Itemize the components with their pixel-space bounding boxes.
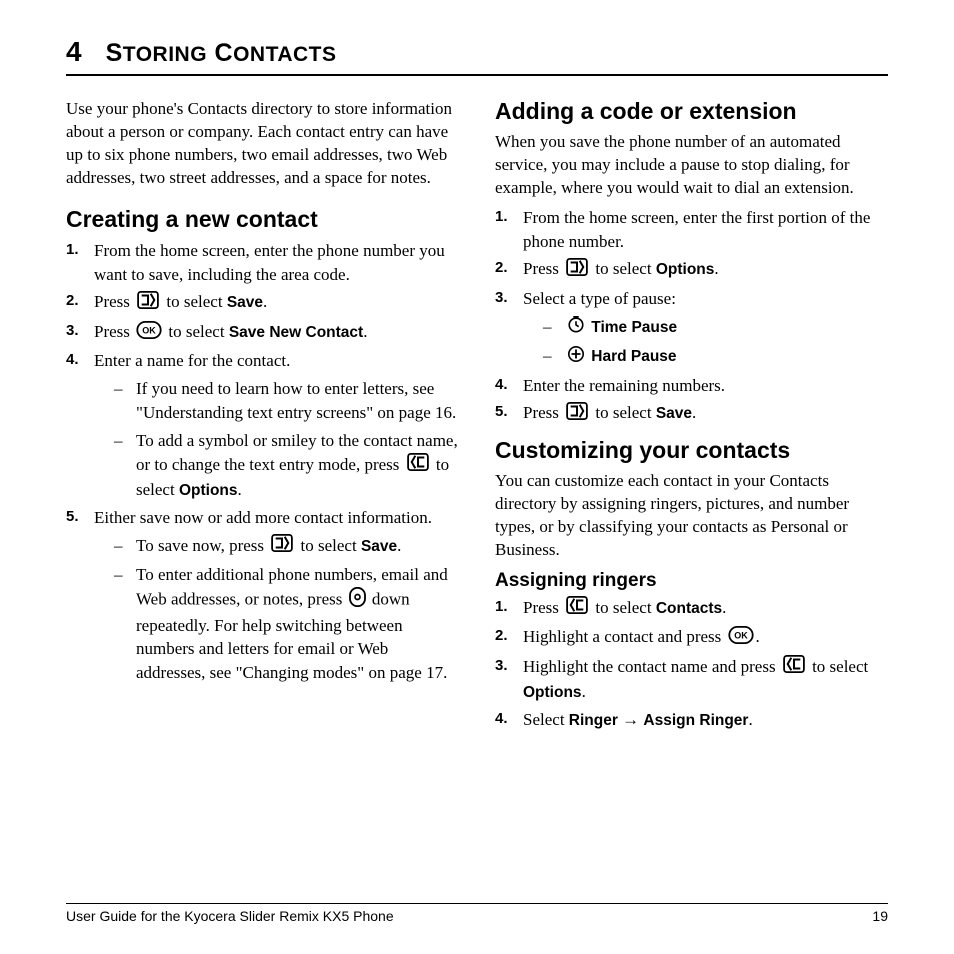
contacts-label: Contacts bbox=[656, 600, 722, 617]
options-label: Options bbox=[523, 684, 582, 701]
left-column: Use your phone's Contacts directory to s… bbox=[66, 98, 459, 736]
page-footer: User Guide for the Kyocera Slider Remix … bbox=[66, 903, 888, 924]
step-4-sub2: To add a symbol or smiley to the contact… bbox=[114, 429, 459, 502]
customizing-intro: You can customize each contact in your C… bbox=[495, 470, 888, 562]
chapter-title: STORING CONTACTS bbox=[106, 39, 337, 68]
step-4-sublist: If you need to learn how to enter letter… bbox=[94, 377, 459, 502]
page-number: 19 bbox=[872, 908, 888, 924]
step-5: Either save now or add more contact info… bbox=[66, 506, 459, 685]
nav-key-icon bbox=[349, 587, 366, 614]
add-step-5: Press to select Save. bbox=[495, 401, 888, 426]
right-softkey-icon bbox=[136, 291, 160, 316]
right-softkey-icon bbox=[270, 534, 294, 559]
chapter-header: 4 STORING CONTACTS bbox=[66, 36, 888, 76]
create-contact-steps: From the home screen, enter the phone nu… bbox=[66, 239, 459, 685]
left-softkey-icon bbox=[782, 655, 806, 680]
ringer-step-2: Highlight a contact and press . bbox=[495, 625, 888, 650]
right-softkey-icon bbox=[565, 402, 589, 427]
chapter-number: 4 bbox=[66, 36, 82, 68]
time-pause-icon bbox=[567, 315, 585, 340]
add-step-4: Enter the remaining numbers. bbox=[495, 374, 888, 398]
hard-pause-item: Hard Pause bbox=[543, 344, 888, 369]
right-column: Adding a code or extension When you save… bbox=[495, 98, 888, 736]
step-4-sub1: If you need to learn how to enter letter… bbox=[114, 377, 459, 425]
ringers-steps: Press to select Contacts. Highlight a co… bbox=[495, 596, 888, 732]
content-columns: Use your phone's Contacts directory to s… bbox=[66, 98, 888, 736]
time-pause-item: Time Pause bbox=[543, 315, 888, 340]
hard-pause-icon bbox=[567, 345, 585, 370]
right-softkey-icon bbox=[565, 258, 589, 283]
step-5-sub2: To enter additional phone numbers, email… bbox=[114, 563, 459, 685]
add-step-3: Select a type of pause: Time Pause Hard … bbox=[495, 287, 888, 370]
options-label: Options bbox=[656, 261, 715, 278]
pause-types: Time Pause Hard Pause bbox=[523, 315, 888, 370]
ringer-step-3: Highlight the contact name and press to … bbox=[495, 655, 888, 704]
assign-ringer-label: Assign Ringer bbox=[643, 712, 748, 729]
step-1: From the home screen, enter the phone nu… bbox=[66, 239, 459, 287]
heading-assigning-ringers: Assigning ringers bbox=[495, 570, 888, 592]
options-label: Options bbox=[179, 482, 238, 499]
step-3: Press to select Save New Contact. bbox=[66, 320, 459, 345]
heading-creating-contact: Creating a new contact bbox=[66, 206, 459, 233]
intro-text: Use your phone's Contacts directory to s… bbox=[66, 98, 459, 190]
save-label: Save bbox=[361, 538, 397, 555]
left-softkey-icon bbox=[406, 453, 430, 478]
save-label: Save bbox=[656, 405, 692, 422]
step-2: Press to select Save. bbox=[66, 290, 459, 315]
heading-customizing: Customizing your contacts bbox=[495, 437, 888, 464]
add-step-2: Press to select Options. bbox=[495, 257, 888, 282]
add-step-1: From the home screen, enter the first po… bbox=[495, 206, 888, 254]
ringer-label: Ringer bbox=[569, 712, 618, 729]
ok-key-icon bbox=[136, 321, 162, 346]
save-new-contact-label: Save New Contact bbox=[229, 324, 363, 341]
step-5-sub1: To save now, press to select Save. bbox=[114, 534, 459, 559]
adding-code-steps: From the home screen, enter the first po… bbox=[495, 206, 888, 427]
heading-adding-code: Adding a code or extension bbox=[495, 98, 888, 125]
step-4: Enter a name for the contact. If you nee… bbox=[66, 349, 459, 501]
left-softkey-icon bbox=[565, 596, 589, 621]
save-label: Save bbox=[227, 294, 263, 311]
ringer-step-4: Select Ringer → Assign Ringer. bbox=[495, 708, 888, 732]
ringer-step-1: Press to select Contacts. bbox=[495, 596, 888, 621]
step-5-sublist: To save now, press to select Save. To en… bbox=[94, 534, 459, 685]
footer-guide-title: User Guide for the Kyocera Slider Remix … bbox=[66, 908, 394, 924]
adding-code-intro: When you save the phone number of an aut… bbox=[495, 131, 888, 200]
ok-key-icon bbox=[728, 626, 754, 651]
